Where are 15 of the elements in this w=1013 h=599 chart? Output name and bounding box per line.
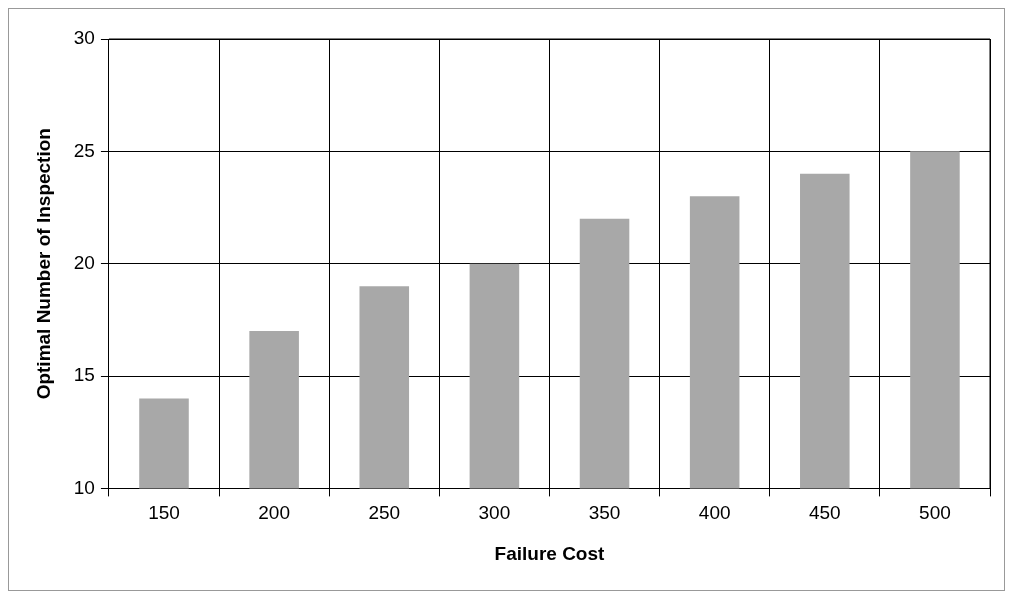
x-tick-label: 350 xyxy=(588,502,621,524)
y-tick-label: 10 xyxy=(73,476,95,498)
x-axis-title: Failure Cost xyxy=(494,542,606,564)
x-tick-label: 250 xyxy=(368,502,401,524)
y-tick-label: 25 xyxy=(73,139,95,161)
y-tick-label: 15 xyxy=(73,364,95,386)
x-tick-label: 300 xyxy=(478,502,511,524)
x-tick-label: 450 xyxy=(808,502,841,524)
y-axis-title: Optimal Number of Inspection xyxy=(32,128,54,400)
y-tick-label: 20 xyxy=(73,251,95,273)
y-tick-label: 30 xyxy=(73,27,95,49)
x-tick-label: 400 xyxy=(698,502,731,524)
x-tick-label: 200 xyxy=(258,502,290,524)
x-tick-label: 500 xyxy=(919,502,951,524)
x-tick-label: 150 xyxy=(148,502,180,524)
